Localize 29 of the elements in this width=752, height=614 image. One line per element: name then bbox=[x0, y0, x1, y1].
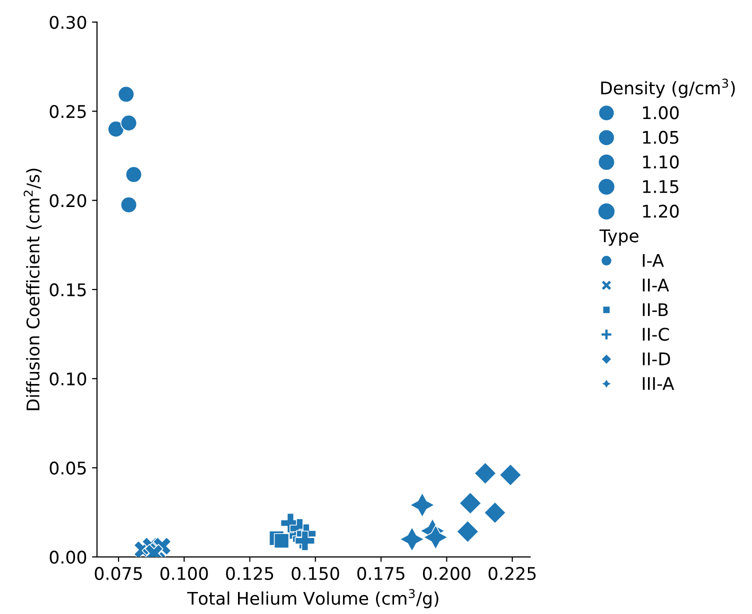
legend-label: 1.20 bbox=[643, 204, 679, 218]
legend-label: II-B bbox=[642, 303, 668, 316]
text: Density (g/cm$^{3}$) bbox=[601, 78, 735, 98]
x-tick-label: 0.100 bbox=[160, 566, 208, 580]
legend-label: III-A bbox=[642, 377, 674, 390]
legend-label: 1.05 bbox=[643, 130, 678, 144]
x-tick-label: 0.175 bbox=[357, 566, 404, 580]
legend-label: I-A bbox=[642, 254, 664, 267]
legend-label: II-D bbox=[642, 352, 670, 366]
y-tick-label: 0.00 bbox=[50, 550, 86, 564]
legend-label: 1.15 bbox=[643, 180, 678, 194]
y-tick-label: 0.30 bbox=[50, 16, 86, 29]
x-tick-label: 0.125 bbox=[226, 566, 274, 580]
legend-label: 1.10 bbox=[643, 155, 679, 169]
y-tick-label: 0.10 bbox=[50, 372, 86, 386]
y-tick-label: 0.25 bbox=[50, 104, 86, 118]
y-tick-label: 0.15 bbox=[50, 283, 86, 296]
x-tick-label: 0.075 bbox=[94, 566, 142, 580]
y-axis-title: Diffusion Coefficient (cm$^{2}$/s) bbox=[24, 168, 42, 410]
legend-label: II-C bbox=[642, 328, 669, 341]
y-tick-label: 0.05 bbox=[50, 461, 86, 475]
x-tick-label: 0.200 bbox=[422, 566, 470, 580]
x-tick-label: 0.150 bbox=[292, 566, 340, 580]
y-tick-label: 0.20 bbox=[50, 194, 86, 208]
legend-label: II-A bbox=[642, 278, 670, 292]
x-axis-title: Total Helium Volume (cm$^{3}$/g) bbox=[187, 588, 438, 608]
text: Type bbox=[599, 229, 638, 246]
x-tick-label: 0.225 bbox=[488, 566, 536, 580]
legend-label: 1.00 bbox=[643, 106, 679, 120]
